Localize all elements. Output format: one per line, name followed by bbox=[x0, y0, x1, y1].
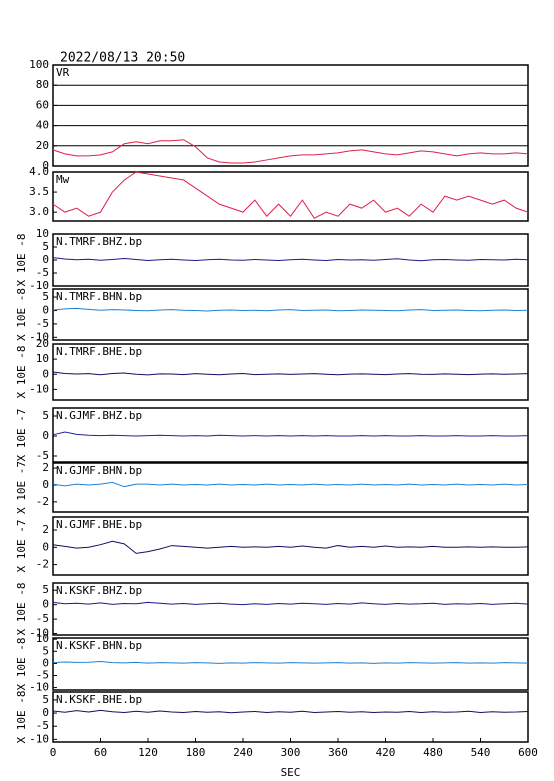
y-tick-label: 5 bbox=[42, 290, 49, 303]
y-tick-label: 0 bbox=[42, 540, 49, 553]
y-tick-label: 0 bbox=[42, 478, 49, 491]
y-tick-label: -5 bbox=[36, 612, 49, 625]
panel-label: N.KSKF.BHZ.bp bbox=[56, 584, 142, 597]
trace bbox=[52, 481, 529, 488]
y-tick-label: 40 bbox=[36, 119, 49, 132]
y-tick-label: -10 bbox=[29, 382, 49, 395]
panel-frame bbox=[52, 407, 529, 463]
panel-frame bbox=[52, 171, 529, 222]
y-tick-label: 4.0 bbox=[29, 165, 49, 178]
y-tick-label: -2 bbox=[36, 495, 49, 508]
trace bbox=[52, 431, 529, 437]
y-tick-label: 0 bbox=[42, 159, 49, 172]
trace bbox=[52, 709, 529, 714]
y-tick-label: -5 bbox=[36, 317, 49, 330]
trace bbox=[52, 257, 529, 262]
trace bbox=[52, 540, 529, 554]
y-axis-label: X 10E -7 bbox=[15, 461, 28, 514]
y-tick-label: 5 bbox=[42, 583, 49, 596]
panel-frame bbox=[52, 64, 529, 167]
panel-frame bbox=[52, 582, 529, 636]
y-axis-label: X 10E -7 bbox=[15, 409, 28, 462]
trace bbox=[52, 139, 529, 164]
x-tick-label: 180 bbox=[186, 746, 206, 759]
y-axis-label: X 10E -8 bbox=[15, 691, 28, 744]
y-tick-label: 5 bbox=[42, 693, 49, 706]
y-tick-label: 5 bbox=[42, 240, 49, 253]
trace bbox=[52, 307, 529, 312]
y-tick-label: 0 bbox=[42, 367, 49, 380]
y-tick-label: 0 bbox=[42, 656, 49, 669]
panel-label: VR bbox=[56, 66, 70, 79]
y-tick-label: 2 bbox=[42, 523, 49, 536]
panel-frame bbox=[52, 462, 529, 513]
x-tick-label: 420 bbox=[376, 746, 396, 759]
y-tick-label: 60 bbox=[36, 98, 49, 111]
panel-label: Mw bbox=[56, 173, 70, 186]
y-tick-label: -10 bbox=[29, 330, 49, 343]
y-tick-label: 3.5 bbox=[29, 185, 49, 198]
y-tick-label: 5 bbox=[42, 644, 49, 657]
y-axis-label: X 10E -8 bbox=[15, 638, 28, 691]
panel-label: N.GJMF.BHN.bp bbox=[56, 464, 142, 477]
y-tick-label: 0 bbox=[42, 598, 49, 611]
x-tick-label: 300 bbox=[281, 746, 301, 759]
x-tick-label: 120 bbox=[138, 746, 158, 759]
y-tick-label: -10 bbox=[29, 279, 49, 292]
y-tick-label: -2 bbox=[36, 558, 49, 571]
y-tick-label: 0 bbox=[42, 303, 49, 316]
panel-label: N.KSKF.BHE.bp bbox=[56, 693, 142, 706]
y-tick-label: 100 bbox=[29, 58, 49, 71]
y-tick-label: 2 bbox=[42, 461, 49, 474]
trace bbox=[52, 171, 529, 219]
trace bbox=[52, 660, 529, 664]
panel-label: N.TMRF.BHZ.bp bbox=[56, 235, 142, 248]
y-axis-label: X 10E -8 bbox=[15, 583, 28, 636]
x-tick-label: 480 bbox=[423, 746, 443, 759]
x-tick-label: 600 bbox=[518, 746, 538, 759]
trace bbox=[52, 601, 529, 606]
y-tick-label: -10 bbox=[29, 681, 49, 694]
y-tick-label: 0 bbox=[42, 429, 49, 442]
x-tick-label: 360 bbox=[328, 746, 348, 759]
panel-label: N.GJMF.BHZ.bp bbox=[56, 409, 142, 422]
y-axis-label: X 10E -8 bbox=[15, 346, 28, 399]
x-tick-label: 540 bbox=[471, 746, 491, 759]
x-tick-label: 240 bbox=[233, 746, 253, 759]
trace bbox=[52, 371, 529, 376]
y-tick-label: 10 bbox=[36, 632, 49, 645]
y-tick-label: 5 bbox=[42, 409, 49, 422]
panel-frame bbox=[52, 637, 529, 691]
y-tick-label: -5 bbox=[36, 266, 49, 279]
x-tick-label: 0 bbox=[50, 746, 57, 759]
x-tick-label: 60 bbox=[94, 746, 107, 759]
y-tick-label: -10 bbox=[29, 732, 49, 745]
y-tick-label: 3.0 bbox=[29, 205, 49, 218]
y-tick-label: 20 bbox=[36, 139, 49, 152]
y-axis-label: X 10E -8 bbox=[15, 288, 28, 341]
y-tick-label: -5 bbox=[36, 449, 49, 462]
panel-frame bbox=[52, 288, 529, 341]
y-tick-label: -5 bbox=[36, 719, 49, 732]
panel-frame bbox=[52, 516, 529, 576]
y-axis-label: X 10E -8 bbox=[15, 234, 28, 287]
chart-title: 2022/08/13 20:50 bbox=[60, 51, 185, 66]
y-tick-label: 10 bbox=[36, 227, 49, 240]
panel-label: N.TMRF.BHE.bp bbox=[56, 345, 142, 358]
y-tick-label: 10 bbox=[36, 352, 49, 365]
y-tick-label: 20 bbox=[36, 337, 49, 350]
y-axis-label: X 10E -7 bbox=[15, 520, 28, 573]
x-axis-label: SEC bbox=[281, 766, 301, 779]
panel-label: N.KSKF.BHN.bp bbox=[56, 639, 142, 652]
panel-label: N.TMRF.BHN.bp bbox=[56, 290, 142, 303]
y-tick-label: 0 bbox=[42, 706, 49, 719]
y-tick-label: -5 bbox=[36, 668, 49, 681]
y-tick-label: 0 bbox=[42, 253, 49, 266]
y-tick-label: 80 bbox=[36, 78, 49, 91]
panel-label: N.GJMF.BHE.bp bbox=[56, 518, 142, 531]
y-tick-label: -10 bbox=[29, 627, 49, 640]
